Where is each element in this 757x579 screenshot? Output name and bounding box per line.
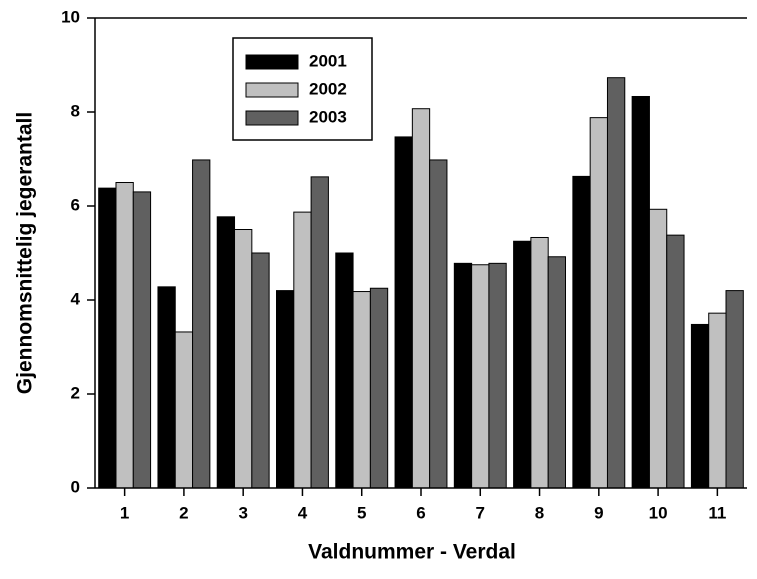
bar [513,240,532,489]
bar [132,191,152,489]
bar [411,108,431,489]
y-tick-label: 2 [71,383,80,402]
x-axis-label: Valdnummer - Verdal [308,541,516,564]
bar [589,117,608,489]
bar [725,290,744,489]
bar [666,234,685,489]
legend-swatch [245,110,299,126]
y-tick-label: 10 [61,7,80,26]
bar [276,290,295,489]
bar [488,262,507,489]
x-tick-label: 3 [238,503,247,522]
bar [708,312,727,489]
bar [453,262,473,489]
y-tick-label: 8 [71,101,80,120]
x-tick-label: 1 [120,503,129,522]
x-tick-label: 6 [416,503,425,522]
legend-label: 2003 [309,107,347,126]
x-tick-label: 7 [476,503,485,522]
bar [352,291,371,489]
bar [216,216,236,489]
y-tick-label: 4 [71,289,81,308]
y-tick-label: 6 [71,195,80,214]
bar [369,287,389,489]
legend-swatch [245,82,299,98]
bar [174,331,194,489]
x-tick-label: 10 [649,503,668,522]
bar [394,136,413,489]
bar [648,208,668,489]
bar [192,159,211,489]
legend-swatch [245,54,299,70]
bar [547,256,566,489]
x-tick-label: 5 [357,503,366,522]
y-tick-label: 0 [71,477,80,496]
bar [429,159,448,489]
x-tick-label: 9 [594,503,603,522]
x-tick-label: 11 [708,503,726,522]
legend-label: 2001 [309,51,347,70]
bar [234,229,253,489]
x-tick-label: 2 [179,503,188,522]
x-tick-label: 4 [298,503,308,522]
x-tick-label: 8 [535,503,544,522]
bar [251,252,270,489]
legend-label: 2002 [309,79,347,98]
bar [606,77,626,489]
bar [98,187,117,489]
bar [690,323,710,489]
y-axis-label: Gjennomsnittelig jegerantall [14,112,37,394]
bar [530,236,549,489]
bar [293,211,312,489]
bar [115,182,134,489]
bar [471,264,490,489]
bar [157,286,176,489]
bar [335,252,354,489]
bar [310,176,329,489]
bar [572,175,591,489]
bar [631,95,650,489]
